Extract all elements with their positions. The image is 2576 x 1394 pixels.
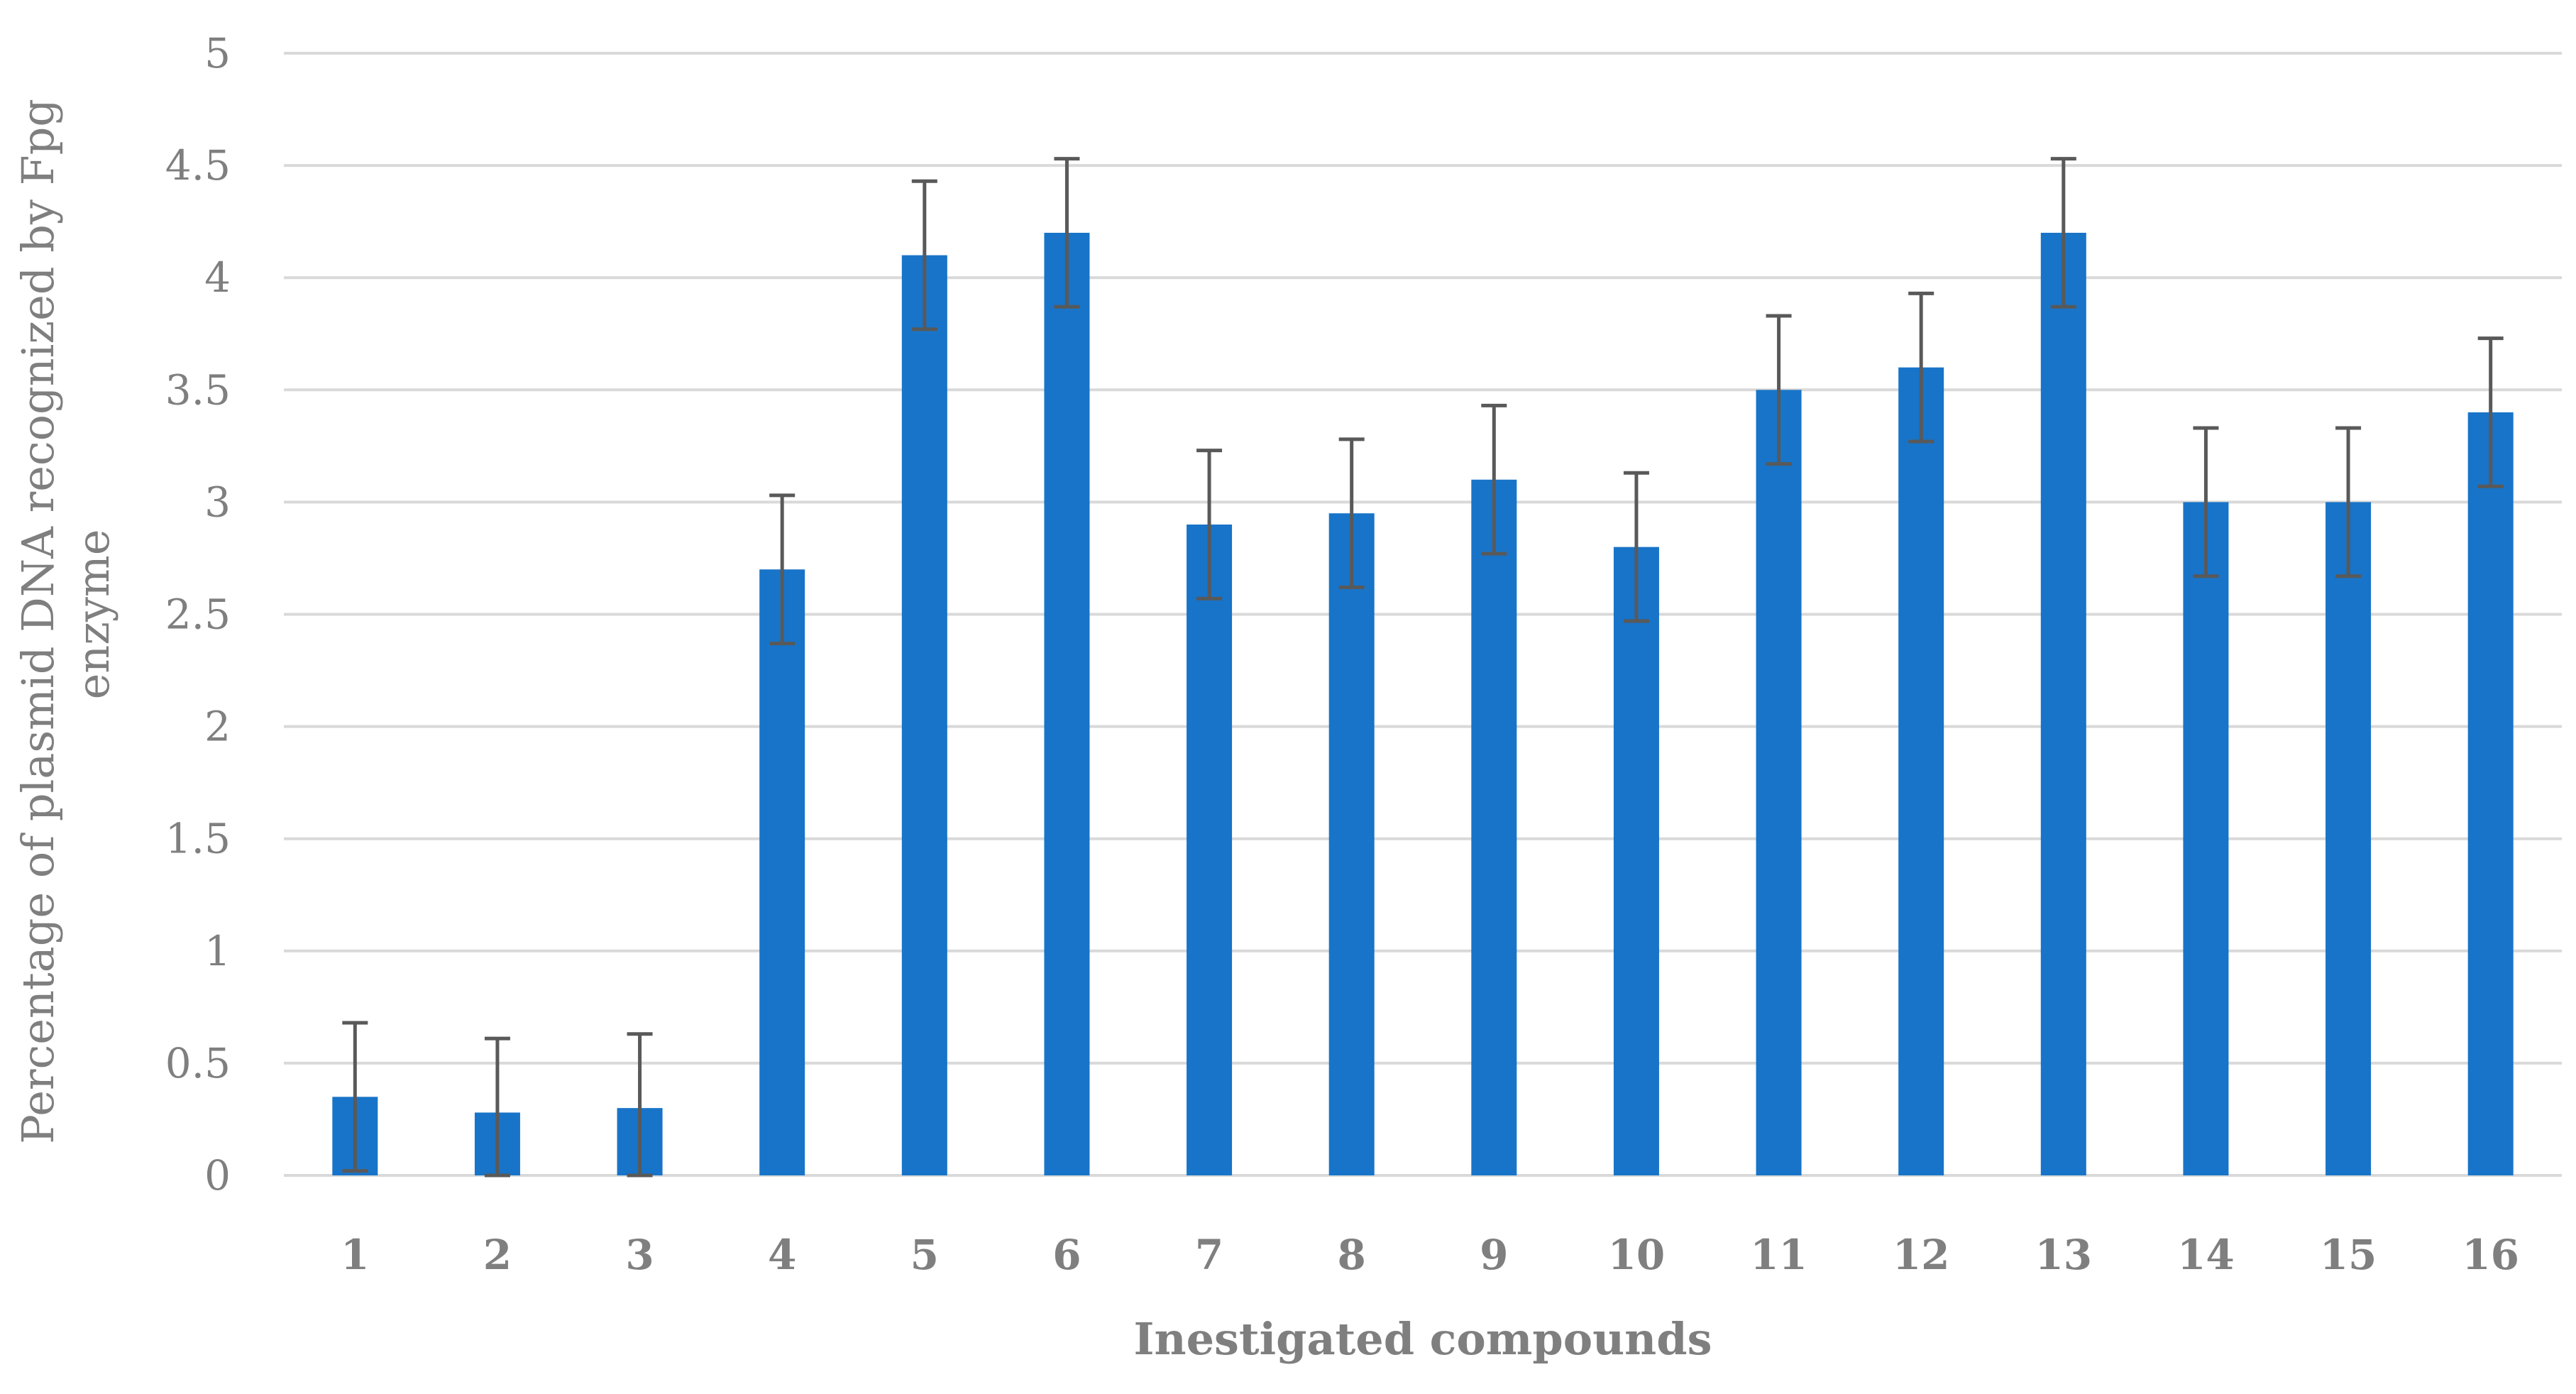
y-tick-label: 3.5 [165,366,231,414]
y-tick-label: 1 [204,927,231,975]
y-tick-labels: 0 0.5 1 1.5 2 2.5 3 3.5 4 4.5 5 [165,29,231,1200]
y-tick-label: 4.5 [165,141,231,190]
x-tick-label: 1 [341,1231,369,1279]
x-tick-labels: 1 2 3 4 5 6 7 8 9 10 11 12 13 14 15 16 [341,1231,2519,1279]
gridlines [284,52,2562,1177]
x-tick-label: 15 [2320,1231,2377,1279]
y-tick-label: 2 [204,703,231,751]
bar [1898,367,1944,1176]
x-tick-label: 16 [2462,1231,2519,1279]
x-tick-label: 14 [2177,1231,2235,1279]
bar [1756,390,1802,1175]
x-tick-label: 11 [1750,1231,1807,1279]
bar [901,255,947,1176]
x-tick-label: 4 [768,1231,796,1279]
bar [1187,525,1233,1175]
bar [2325,502,2372,1175]
x-tick-label: 7 [1195,1231,1223,1279]
y-axis-title-line-1: Percentage of plasmid DNA recognized by … [12,99,64,1144]
y-axis-title: Percentage of plasmid DNA recognized by … [12,84,119,1143]
bar [1044,232,1090,1176]
x-tick-label: 3 [625,1231,654,1279]
x-tick-label: 5 [910,1231,939,1279]
bars [332,232,2514,1176]
bar [1471,479,1517,1175]
y-tick-label: 2.5 [165,591,231,639]
error-bars [342,157,2504,1178]
bar [1328,513,1375,1175]
bar [1613,547,1659,1175]
y-axis-title-line-2: enzyme [67,529,119,700]
y-tick-label: 4 [204,253,231,302]
bar [2183,502,2229,1175]
x-tick-label: 8 [1338,1231,1366,1279]
bar [2040,232,2086,1176]
y-tick-label: 5 [204,29,231,77]
bar [759,569,805,1175]
x-tick-label: 6 [1052,1231,1081,1279]
x-tick-label: 2 [483,1231,512,1279]
bar [2467,412,2514,1176]
x-tick-label: 9 [1480,1231,1508,1279]
x-axis-title: Inestigated compounds [1134,1313,1712,1365]
x-tick-label: 10 [1608,1231,1666,1279]
x-tick-label: 13 [2035,1231,2092,1279]
y-tick-label: 0 [204,1151,231,1200]
y-tick-label: 0.5 [165,1039,231,1087]
y-tick-label: 1.5 [165,815,231,863]
x-tick-label: 12 [1893,1231,1950,1279]
y-tick-label: 3 [204,478,231,526]
